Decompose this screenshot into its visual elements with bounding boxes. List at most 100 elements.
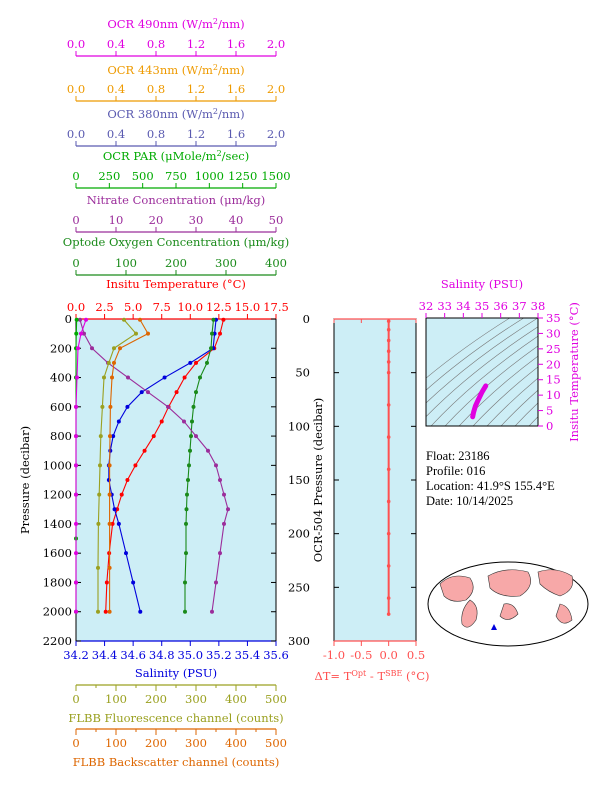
series-3-point — [82, 331, 86, 336]
series-2-point — [198, 375, 202, 380]
ts-temperature-tick-label: 20 — [546, 357, 561, 371]
ts-temperature-tick-label: 35 — [546, 311, 561, 325]
ts-point — [476, 397, 481, 402]
backscatter-tick-label: 100 — [105, 736, 127, 750]
salinity-tick-label: 35.4 — [235, 648, 261, 662]
series-2-point — [188, 448, 192, 453]
series-2-point — [184, 521, 188, 526]
ts-contour — [514, 402, 538, 426]
fluorescence-tick-label: 500 — [265, 692, 287, 706]
series-5-point — [76, 346, 80, 351]
backscatter-tick-label: 0 — [72, 736, 79, 750]
float-id: Float: 23186 — [426, 449, 490, 463]
ts-point — [471, 410, 476, 415]
oxygen-tick-label: 200 — [165, 256, 187, 270]
series-5-point — [84, 317, 88, 322]
par-tick-label: 250 — [98, 169, 120, 183]
series-6-point — [96, 609, 100, 614]
backscatter-tick-label: 200 — [145, 736, 167, 750]
ts-salinity-tick-label: 37 — [512, 299, 527, 313]
series-2-point — [211, 317, 216, 322]
series-1-point — [116, 419, 121, 424]
series-4-point — [74, 317, 79, 322]
map-land — [461, 599, 478, 628]
backscatter-tick-label: 400 — [225, 736, 247, 750]
series-6-point — [102, 375, 106, 380]
series-1-point — [138, 609, 143, 614]
ocr504-axis-title: OCR-504 Pressure (decibar) — [311, 398, 325, 563]
profile-number: Profile: 016 — [426, 464, 486, 478]
ocr380-tick-label: 0.4 — [107, 127, 125, 141]
series-2-point — [210, 331, 214, 336]
series-3-point — [214, 580, 218, 585]
salinity-tick-label: 34.4 — [92, 648, 118, 662]
ts-contour — [426, 326, 538, 418]
series-6-point — [98, 434, 103, 439]
series-6-point — [112, 346, 116, 351]
ocr490-axis-title: OCR 490nm (W/m2/nm) — [107, 17, 244, 32]
salinity-tick-label: 35.6 — [263, 648, 289, 662]
series-0-point — [119, 492, 124, 497]
series-2-point — [205, 360, 209, 365]
fluorescence-tick-label: 400 — [225, 692, 247, 706]
series-7-point — [107, 565, 112, 570]
temperature-tick-label: 17.5 — [263, 300, 289, 314]
series-3-point — [218, 551, 222, 556]
series-1-line — [108, 319, 217, 612]
series-0-line — [105, 319, 224, 612]
series-7-point — [118, 346, 122, 351]
series-1-point — [124, 551, 128, 556]
dt-point — [386, 531, 391, 536]
ts-salinity-tick-label: 33 — [437, 299, 452, 313]
series-6-point — [96, 521, 101, 526]
backscatter-tick-label: 300 — [185, 736, 207, 750]
ts-temperature-tick-label: 25 — [546, 342, 561, 356]
ts-salinity-tick-label: 35 — [475, 299, 490, 313]
ts-contour — [472, 366, 538, 426]
series-7-line — [109, 319, 149, 612]
series-6-point — [106, 360, 111, 365]
ts-contour — [500, 389, 538, 426]
location: Location: 41.9°S 155.4°E — [426, 479, 555, 493]
series-2-line — [184, 319, 215, 612]
series-6-point — [134, 331, 138, 336]
ts-salinity-axis-title: Salinity (PSU) — [441, 277, 523, 291]
series-1-point — [139, 390, 144, 395]
pressure-tick-label: 1600 — [43, 546, 72, 560]
series-4-point — [74, 331, 79, 336]
temperature-tick-label: 12.5 — [206, 300, 232, 314]
float-info: Float: 23186 Profile: 016 Location: 41.9… — [426, 449, 555, 509]
ts-temperature-axis-title: Insitu Temperature (°C) — [567, 302, 581, 442]
series-3-point — [226, 507, 230, 512]
dt-point — [386, 319, 391, 323]
series-3-point — [194, 434, 198, 439]
backscatter-axis-title: FLBB Backscatter channel (counts) — [73, 755, 280, 769]
ts-salinity-tick-label: 36 — [493, 299, 508, 313]
pressure-tick-label: 1800 — [43, 575, 72, 589]
map-land — [487, 569, 531, 597]
map-land — [537, 569, 574, 597]
ocr490-tick-label: 1.2 — [187, 37, 205, 51]
ocr380-tick-label: 1.6 — [227, 127, 245, 141]
par-tick-label: 0 — [72, 169, 79, 183]
nitrate-tick-label: 20 — [149, 213, 164, 227]
series-3-point — [182, 419, 186, 424]
ocr504-tick-label: 200 — [288, 527, 310, 541]
ocr443-tick-label: 0.4 — [107, 82, 125, 96]
ts-point — [483, 383, 488, 388]
series-3-point — [214, 463, 218, 468]
map-land — [499, 603, 519, 620]
dt-point — [386, 612, 391, 616]
series-6-point — [98, 463, 102, 468]
ts-salinity-tick-label: 38 — [531, 299, 546, 313]
series-2-point — [187, 463, 191, 468]
ts-temperature-tick-label: 10 — [546, 388, 561, 402]
series-5-line — [75, 319, 87, 612]
pressure-tick-label: 200 — [50, 341, 72, 355]
series-3-line — [79, 319, 229, 612]
series-1-point — [106, 478, 111, 482]
series-7-point — [138, 317, 142, 322]
dt-point — [386, 327, 391, 332]
ocr490-tick-label: 2.0 — [267, 37, 285, 51]
